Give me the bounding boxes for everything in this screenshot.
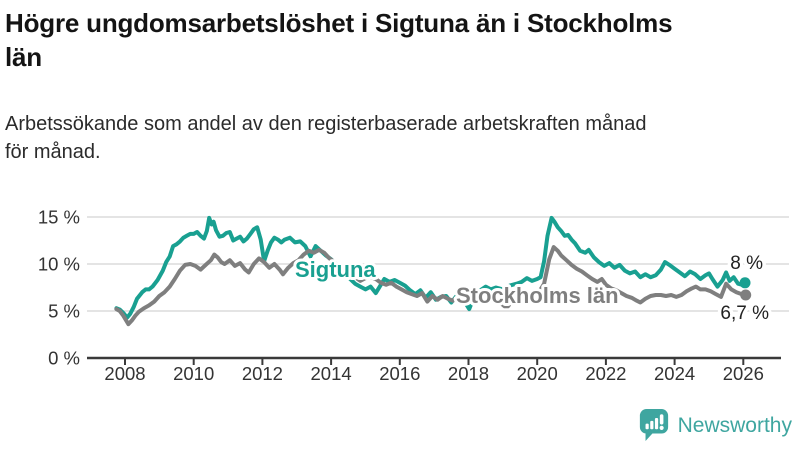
x-axis-label: 2010 [173, 363, 214, 384]
x-axis-label: 2024 [654, 363, 695, 384]
x-axis-label: 2020 [517, 363, 558, 384]
end-value-label-stockholms-lan: 6,7 % [720, 303, 769, 324]
line-chart: 0 % 5 % 10 % 15 % 2008 2010 2012 2014 2016 2018 20… [0, 195, 800, 400]
newsworthy-logo-icon [639, 409, 668, 442]
x-axis-label: 2026 [723, 363, 764, 384]
x-axis-label: 2022 [585, 363, 626, 384]
y-axis-label: 5 % [48, 301, 80, 322]
series-line-stockholms-lan [114, 245, 748, 327]
y-axis-label: 10 % [38, 254, 80, 275]
series-label-sigtuna: Sigtuna [295, 257, 376, 282]
x-axis-label: 2018 [448, 363, 489, 384]
chart-canvas: 0 % 5 % 10 % 15 % 2008 2010 2012 2014 2016 2018 20… [38, 207, 789, 384]
end-value-label-sigtuna: 8 % [730, 253, 763, 274]
x-axis-label: 2016 [379, 363, 420, 384]
page-title: Högre ungdomsarbetslöshet i Sigtuna än i… [5, 8, 673, 72]
series-line-sigtuna [114, 215, 747, 320]
page-subtitle: Arbetssökande som andel av den registerb… [5, 113, 647, 163]
brand-name: Newsworthy [677, 414, 792, 437]
x-axis-label: 2008 [104, 363, 145, 384]
x-axis-label: 2012 [242, 363, 283, 384]
brand-footer: Newsworthy [638, 408, 792, 444]
series-label-stockholms-lan: Stockholms län [456, 283, 619, 308]
end-dot-stockholms-lan [740, 289, 752, 301]
end-dot-sigtuna [739, 277, 751, 289]
y-axis-label: 15 % [38, 207, 80, 228]
y-axis-label: 0 % [48, 348, 80, 369]
x-axis-label: 2014 [311, 363, 352, 384]
